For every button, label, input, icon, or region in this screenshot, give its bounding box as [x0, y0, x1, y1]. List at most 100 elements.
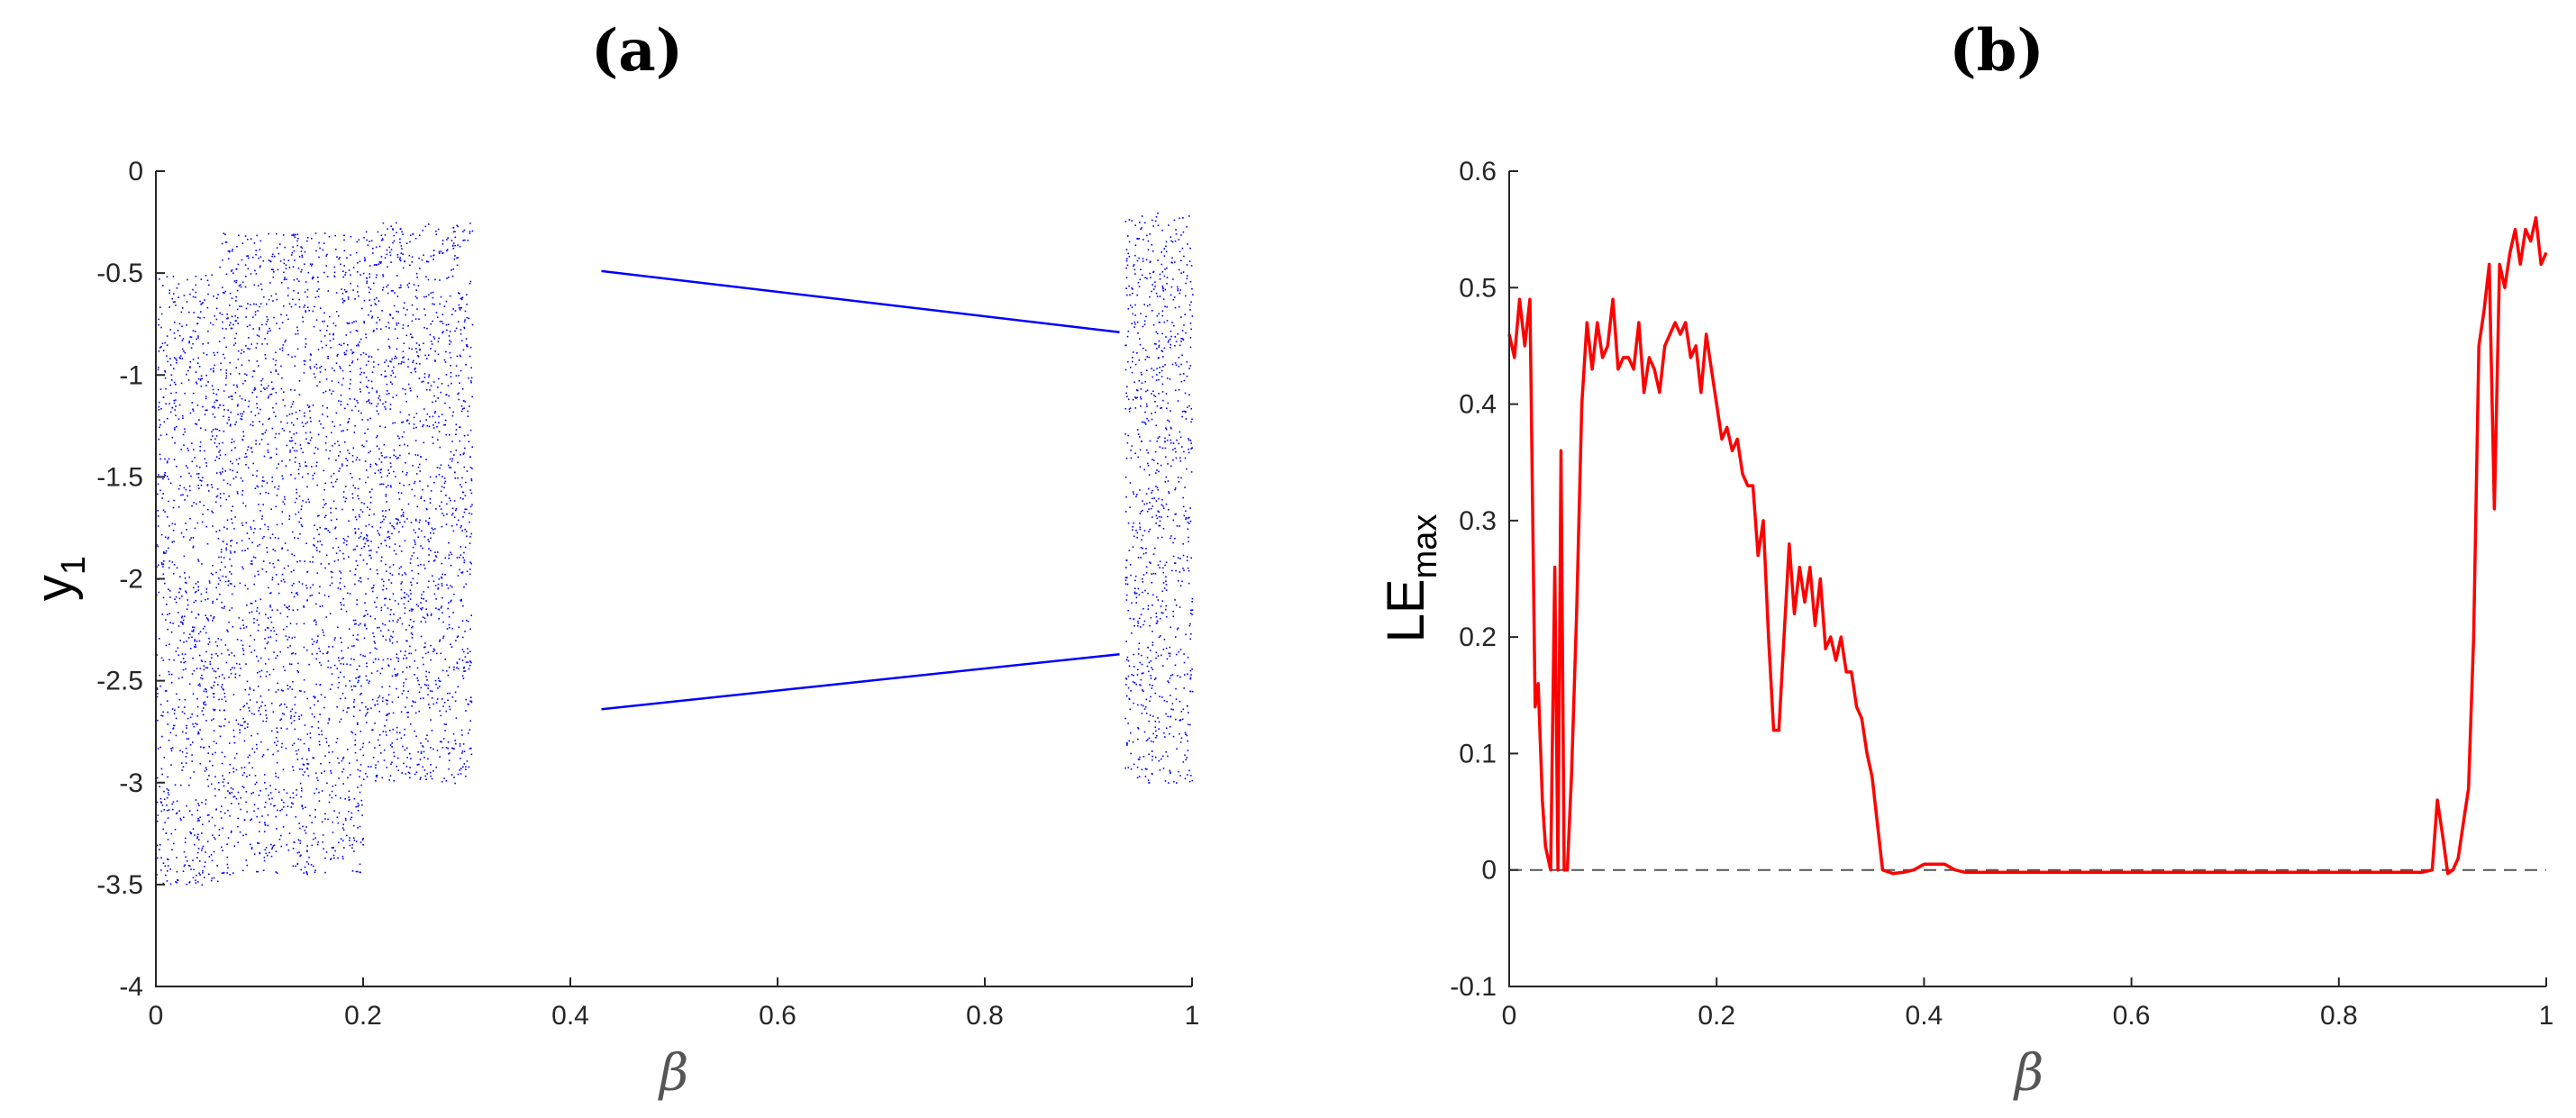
bifurcation-point: [1126, 656, 1129, 659]
bifurcation-point: [356, 545, 358, 547]
bifurcation-point: [243, 766, 246, 768]
bifurcation-point: [449, 331, 451, 332]
bifurcation-point: [360, 535, 362, 538]
bifurcation-point: [162, 509, 165, 512]
bifurcation-point: [246, 374, 248, 376]
bifurcation-point: [410, 632, 413, 634]
bifurcation-point: [397, 311, 399, 313]
bifurcation-point: [214, 407, 216, 409]
bifurcation-point: [427, 260, 430, 263]
bifurcation-point: [434, 400, 437, 403]
bifurcation-point: [200, 484, 203, 486]
bifurcation-point: [234, 314, 236, 317]
bifurcation-point: [183, 865, 186, 868]
bifurcation-point: [325, 851, 328, 853]
bifurcation-point: [418, 763, 420, 766]
bifurcation-point: [363, 537, 366, 539]
bifurcation-point: [352, 509, 354, 511]
bifurcation-point: [301, 525, 304, 528]
bifurcation-point: [284, 704, 286, 705]
bifurcation-point: [322, 841, 323, 843]
bifurcation-point: [159, 797, 162, 800]
bifurcation-point: [297, 511, 300, 514]
bifurcation-point: [1154, 281, 1156, 283]
bifurcation-point: [1147, 452, 1149, 454]
bifurcation-point: [337, 353, 339, 356]
bifurcation-point: [1126, 258, 1128, 260]
bifurcation-point: [415, 362, 418, 365]
bifurcation-point: [414, 660, 416, 662]
bifurcation-point: [342, 756, 345, 759]
bifurcation-point: [372, 248, 374, 250]
bifurcation-point: [297, 749, 300, 751]
bifurcation-point: [312, 556, 314, 559]
bifurcation-point: [1175, 653, 1178, 656]
bifurcation-point: [1151, 641, 1154, 643]
bifurcation-point: [218, 676, 221, 677]
bifurcation-point: [1171, 363, 1174, 366]
bifurcation-point: [399, 259, 401, 260]
bifurcation-point: [1162, 768, 1165, 769]
bifurcation-point: [230, 411, 232, 414]
bifurcation-point: [309, 410, 311, 412]
bifurcation-point: [222, 827, 223, 829]
bifurcation-point: [1161, 590, 1164, 593]
bifurcation-point: [358, 497, 360, 500]
bifurcation-point: [355, 320, 358, 323]
bifurcation-point: [285, 339, 287, 341]
bifurcation-point: [187, 369, 189, 372]
bifurcation-point: [218, 529, 221, 532]
bifurcation-point: [292, 796, 295, 799]
bifurcation-point: [261, 701, 263, 704]
bifurcation-point: [389, 314, 392, 316]
bifurcation-point: [187, 738, 190, 740]
bifurcation-point: [1188, 780, 1191, 783]
bifurcation-point: [435, 556, 438, 559]
bifurcation-point: [405, 667, 408, 668]
bifurcation-point: [1136, 389, 1139, 392]
bifurcation-point: [216, 645, 219, 647]
bifurcation-point: [293, 278, 296, 281]
bifurcation-point: [1161, 383, 1164, 386]
bifurcation-point: [336, 706, 338, 708]
bifurcation-point: [169, 622, 171, 623]
bifurcation-point: [201, 660, 204, 662]
bifurcation-point: [306, 237, 309, 239]
bifurcation-point: [325, 435, 328, 438]
bifurcation-point: [296, 240, 298, 242]
bifurcation-point: [186, 738, 188, 740]
bifurcation-point: [192, 626, 194, 628]
bifurcation-point: [364, 623, 366, 625]
bifurcation-point: [241, 364, 243, 367]
bifurcation-point: [202, 823, 204, 825]
bifurcation-point: [158, 401, 160, 404]
bifurcation-point: [390, 582, 393, 584]
bifurcation-point: [288, 605, 290, 607]
bifurcation-point: [350, 370, 351, 373]
bifurcation-point: [1133, 351, 1134, 353]
bifurcation-point: [445, 374, 448, 376]
bifurcation-point: [212, 435, 214, 437]
bifurcation-point: [365, 706, 367, 708]
bifurcation-point: [382, 585, 385, 586]
bifurcation-point: [257, 842, 259, 844]
bifurcation-point: [300, 271, 302, 273]
bifurcation-point: [203, 702, 205, 704]
bifurcation-point: [411, 488, 414, 491]
bifurcation-point: [1167, 341, 1170, 343]
bifurcation-point: [355, 568, 357, 570]
bifurcation-point: [275, 415, 277, 417]
bifurcation-point: [451, 414, 454, 417]
bifurcation-point: [1135, 495, 1137, 498]
bifurcation-point: [198, 820, 200, 822]
bifurcation-point: [334, 480, 337, 483]
bifurcation-point: [333, 266, 336, 268]
bifurcation-point: [362, 837, 364, 840]
bifurcation-point: [460, 297, 462, 300]
bifurcation-point: [1183, 373, 1185, 375]
bifurcation-point: [399, 241, 401, 244]
bifurcation-point: [1158, 470, 1160, 473]
bifurcation-point: [355, 623, 357, 625]
bifurcation-point: [157, 493, 159, 495]
bifurcation-point: [292, 848, 295, 850]
